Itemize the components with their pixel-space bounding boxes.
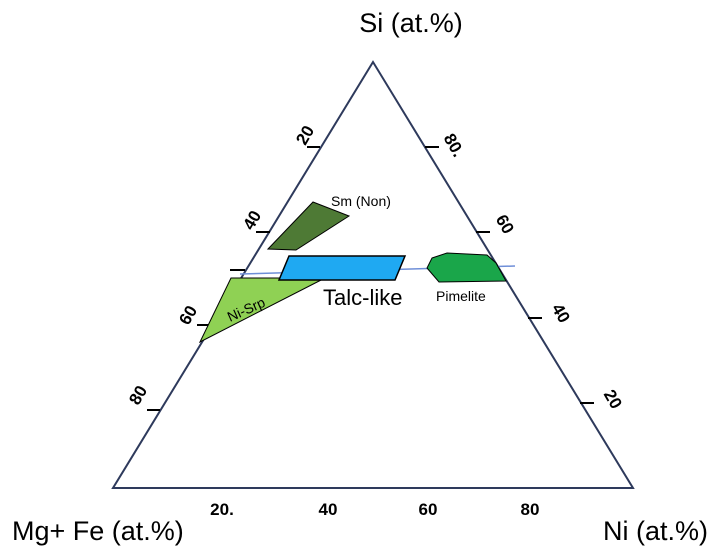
tick-label-left-80: 80 [125, 382, 151, 408]
tick-label-bottom-40: 40 [319, 500, 338, 519]
right-edge-ticks [425, 146, 594, 404]
tick-label-bottom-80: 80 [521, 500, 540, 519]
field-talc-like [277, 255, 407, 281]
field-label-pimelite: Pimelite [436, 288, 486, 304]
field-label-talc-like: Talc-like [323, 285, 402, 310]
vertex-label-mg-fe: Mg+ Fe (at.%) [12, 516, 184, 546]
vertex-label-ni: Ni (at.%) [603, 516, 708, 546]
tick-label-right-20: 20 [600, 386, 626, 412]
field-label-sm-non: Sm (Non) [331, 193, 391, 209]
tick-label-bottom-20: 20. [210, 500, 234, 519]
vertex-label-si: Si (at.%) [359, 8, 463, 38]
field-ni-srp [198, 277, 326, 344]
tick-label-left-40: 40 [239, 207, 265, 233]
tick-label-right-80: 80. [440, 130, 468, 160]
tick-label-left-20: 20 [292, 122, 318, 148]
field-pimelite [426, 252, 507, 283]
tick-label-right-40: 40 [548, 300, 574, 326]
tick-label-right-60: 60 [492, 211, 518, 237]
tick-label-bottom-60: 60 [419, 500, 438, 519]
left-edge-ticks [147, 146, 320, 411]
field-sm-non [266, 201, 351, 251]
